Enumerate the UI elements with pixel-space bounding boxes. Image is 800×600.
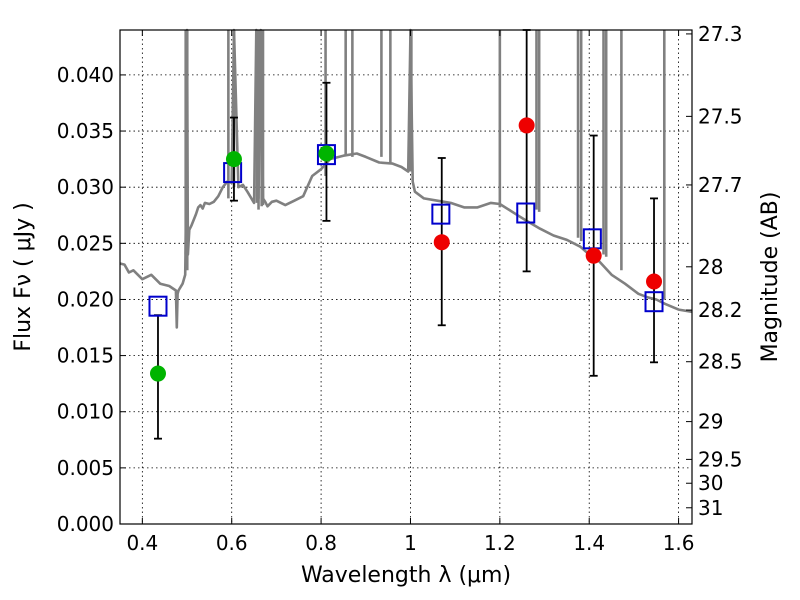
model-photometry-square bbox=[582, 228, 602, 250]
x-tick-label: 1.6 bbox=[663, 531, 695, 555]
right-y-tick-label: 27.5 bbox=[698, 104, 743, 128]
observed-red-point bbox=[585, 247, 602, 264]
y-axis-label: Flux Fν ( μJy ) bbox=[11, 202, 36, 351]
y-tick-label: 0.030 bbox=[57, 175, 114, 199]
observed-green-point bbox=[149, 365, 166, 382]
plot-frame bbox=[119, 29, 693, 525]
y-tick-label: 0.035 bbox=[57, 119, 114, 143]
right-y-tick-label: 29 bbox=[698, 410, 723, 434]
right-y-tick-label: 28.5 bbox=[698, 350, 743, 374]
y-tick-label: 0.015 bbox=[57, 344, 114, 368]
x-axis-label: Wavelength λ (μm) bbox=[301, 563, 511, 588]
model-photometry-square bbox=[148, 295, 168, 317]
y-tick-label: 0.025 bbox=[57, 231, 114, 255]
x-tick-label: 0.6 bbox=[216, 531, 248, 555]
data-markers bbox=[148, 117, 664, 382]
y-tick-label: 0.020 bbox=[57, 287, 114, 311]
y-tick-label: 0.040 bbox=[57, 63, 114, 87]
model-photometry-square bbox=[644, 291, 664, 313]
model-photometry-square bbox=[431, 203, 451, 225]
y-tick-label: 0.005 bbox=[57, 456, 114, 480]
right-y-tick-label: 27.7 bbox=[698, 173, 743, 197]
right-y-axis-label: Magnitude (AB) bbox=[758, 192, 783, 363]
x-tick-label: 1.4 bbox=[573, 531, 605, 555]
right-y-tick-label: 31 bbox=[698, 496, 723, 520]
x-tick-label: 1.2 bbox=[484, 531, 516, 555]
observed-red-point bbox=[518, 117, 535, 134]
observed-green-point bbox=[225, 151, 242, 168]
x-tick-label: 0.4 bbox=[126, 531, 158, 555]
right-y-tick-label: 28.2 bbox=[698, 298, 743, 322]
y-tick-label: 0.010 bbox=[57, 400, 114, 424]
y-tick-labels: 0.000 0.005 0.010 0.015 0.020 0.025 0.030 0.035… bbox=[57, 63, 114, 536]
emission-peaks bbox=[184, 30, 666, 300]
y-tick-label: 0.000 bbox=[57, 512, 114, 536]
x-tick-label: 0.8 bbox=[305, 531, 337, 555]
right-y-tick-label: 28 bbox=[698, 255, 723, 279]
observed-green-point bbox=[318, 145, 335, 162]
right-y-tick-label: 29.5 bbox=[698, 447, 743, 471]
axis-ticks bbox=[120, 30, 692, 525]
x-tick-labels: 0.4 0.6 0.8 1 1.2 1.4 1.6 bbox=[126, 531, 694, 555]
right-y-tick-label: 30 bbox=[698, 471, 723, 495]
model-photometry-square bbox=[316, 144, 336, 166]
x-tick-label: 1 bbox=[404, 531, 417, 555]
model-photometry-square bbox=[516, 202, 536, 224]
observed-red-point bbox=[433, 234, 450, 251]
right-y-tick-label: 27.3 bbox=[698, 22, 743, 46]
observed-red-point bbox=[646, 273, 663, 290]
